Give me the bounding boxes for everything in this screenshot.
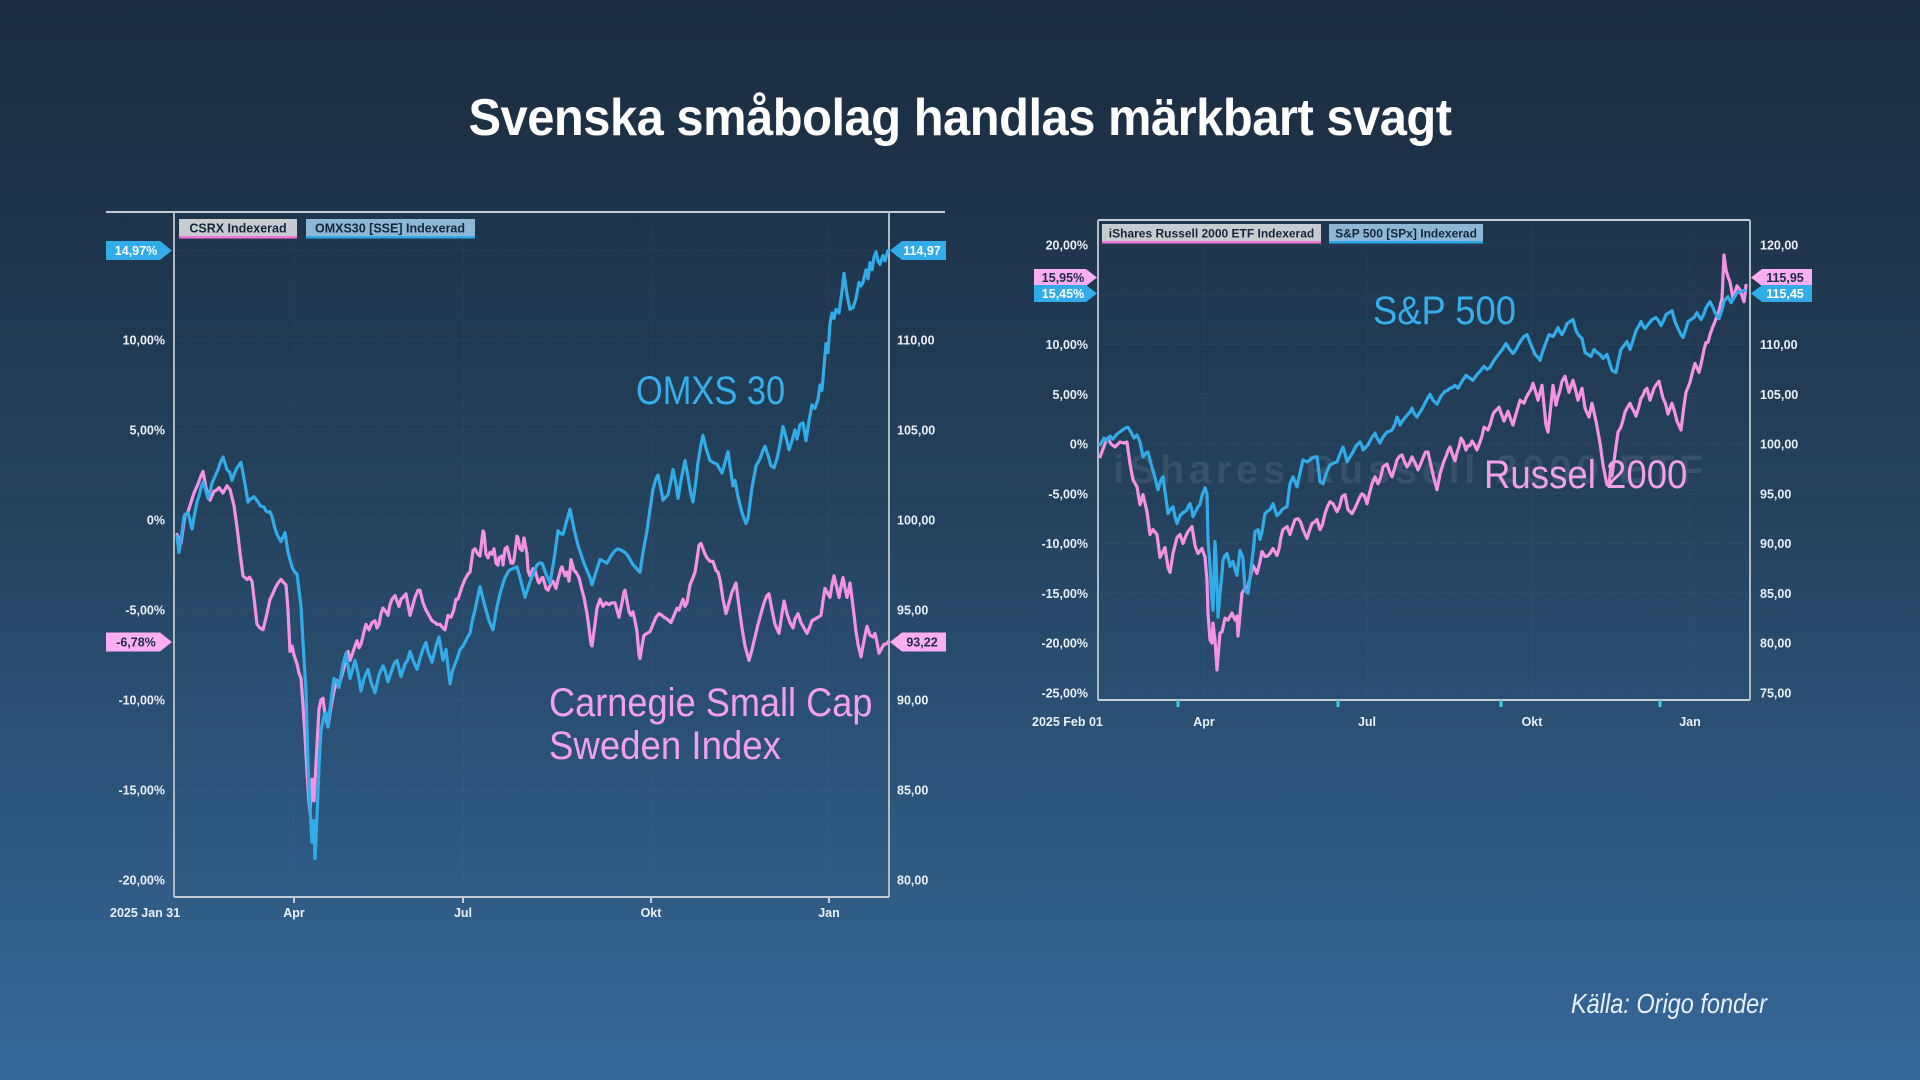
svg-text:OMXS 30: OMXS 30 — [636, 368, 785, 413]
svg-text:105,00: 105,00 — [897, 424, 935, 438]
svg-text:80,00: 80,00 — [897, 874, 928, 888]
svg-text:Jan: Jan — [818, 906, 840, 920]
svg-text:-10,00%: -10,00% — [118, 694, 165, 708]
svg-text:-15,00%: -15,00% — [1041, 587, 1088, 601]
svg-text:15,95%: 15,95% — [1042, 271, 1084, 285]
svg-text:S&P 500: S&P 500 — [1373, 288, 1516, 333]
svg-text:-10,00%: -10,00% — [1041, 537, 1088, 551]
svg-text:Jul: Jul — [1358, 715, 1376, 729]
svg-text:5,00%: 5,00% — [130, 424, 165, 438]
svg-text:115,95: 115,95 — [1766, 271, 1804, 285]
svg-text:100,00: 100,00 — [897, 514, 935, 528]
svg-text:15,45%: 15,45% — [1042, 287, 1084, 301]
svg-text:105,00: 105,00 — [1760, 388, 1798, 402]
svg-text:14,97%: 14,97% — [115, 244, 157, 258]
svg-text:Källa: Origo fonder: Källa: Origo fonder — [1571, 989, 1768, 1019]
svg-text:Carnegie Small Cap: Carnegie Small Cap — [549, 680, 872, 725]
svg-text:20,00%: 20,00% — [1046, 239, 1088, 253]
svg-text:OMXS30 [SSE] Indexerad: OMXS30 [SSE] Indexerad — [315, 222, 465, 236]
svg-text:Apr: Apr — [283, 906, 305, 920]
svg-text:100,00: 100,00 — [1760, 438, 1798, 452]
svg-text:120,00: 120,00 — [1760, 239, 1798, 253]
svg-text:80,00: 80,00 — [1760, 637, 1791, 651]
svg-text:Okt: Okt — [641, 906, 663, 920]
svg-text:-25,00%: -25,00% — [1041, 686, 1088, 700]
svg-text:10,00%: 10,00% — [123, 334, 165, 348]
svg-text:75,00: 75,00 — [1760, 686, 1791, 700]
svg-text:iShares Russell 2000 ETF Inde: iShares Russell 2000 ETF Indexerad — [1109, 227, 1314, 241]
svg-text:Okt: Okt — [1522, 715, 1544, 729]
svg-text:90,00: 90,00 — [897, 694, 928, 708]
svg-text:-15,00%: -15,00% — [118, 784, 165, 798]
svg-text:-20,00%: -20,00% — [118, 874, 165, 888]
svg-text:110,00: 110,00 — [1760, 338, 1798, 352]
svg-text:110,00: 110,00 — [897, 334, 935, 348]
svg-text:-6,78%: -6,78% — [116, 636, 156, 650]
svg-text:90,00: 90,00 — [1760, 537, 1791, 551]
svg-text:-5,00%: -5,00% — [125, 604, 165, 618]
svg-text:10,00%: 10,00% — [1046, 338, 1088, 352]
svg-text:5,00%: 5,00% — [1053, 388, 1088, 402]
svg-text:Russel 2000: Russel 2000 — [1484, 453, 1687, 498]
svg-text:93,22: 93,22 — [906, 636, 937, 650]
svg-text:0%: 0% — [1070, 438, 1088, 452]
svg-text:114,97: 114,97 — [903, 244, 941, 258]
svg-text:Jan: Jan — [1679, 715, 1701, 729]
svg-text:0%: 0% — [147, 514, 165, 528]
svg-text:-5,00%: -5,00% — [1048, 487, 1088, 501]
svg-text:S&P 500 [SPx] Indexerad: S&P 500 [SPx] Indexerad — [1335, 227, 1477, 241]
svg-text:85,00: 85,00 — [897, 784, 928, 798]
svg-text:95,00: 95,00 — [897, 604, 928, 618]
svg-text:CSRX Indexerad: CSRX Indexerad — [189, 222, 286, 236]
svg-text:2025 Jan 31: 2025 Jan 31 — [110, 906, 180, 920]
svg-text:85,00: 85,00 — [1760, 587, 1791, 601]
svg-text:95,00: 95,00 — [1760, 487, 1791, 501]
svg-text:115,45: 115,45 — [1766, 287, 1804, 301]
svg-text:-20,00%: -20,00% — [1041, 637, 1088, 651]
svg-text:Jul: Jul — [454, 906, 472, 920]
svg-text:2025 Feb 01: 2025 Feb 01 — [1032, 715, 1103, 729]
svg-text:Apr: Apr — [1193, 715, 1215, 729]
svg-text:Sweden Index: Sweden Index — [549, 724, 781, 769]
